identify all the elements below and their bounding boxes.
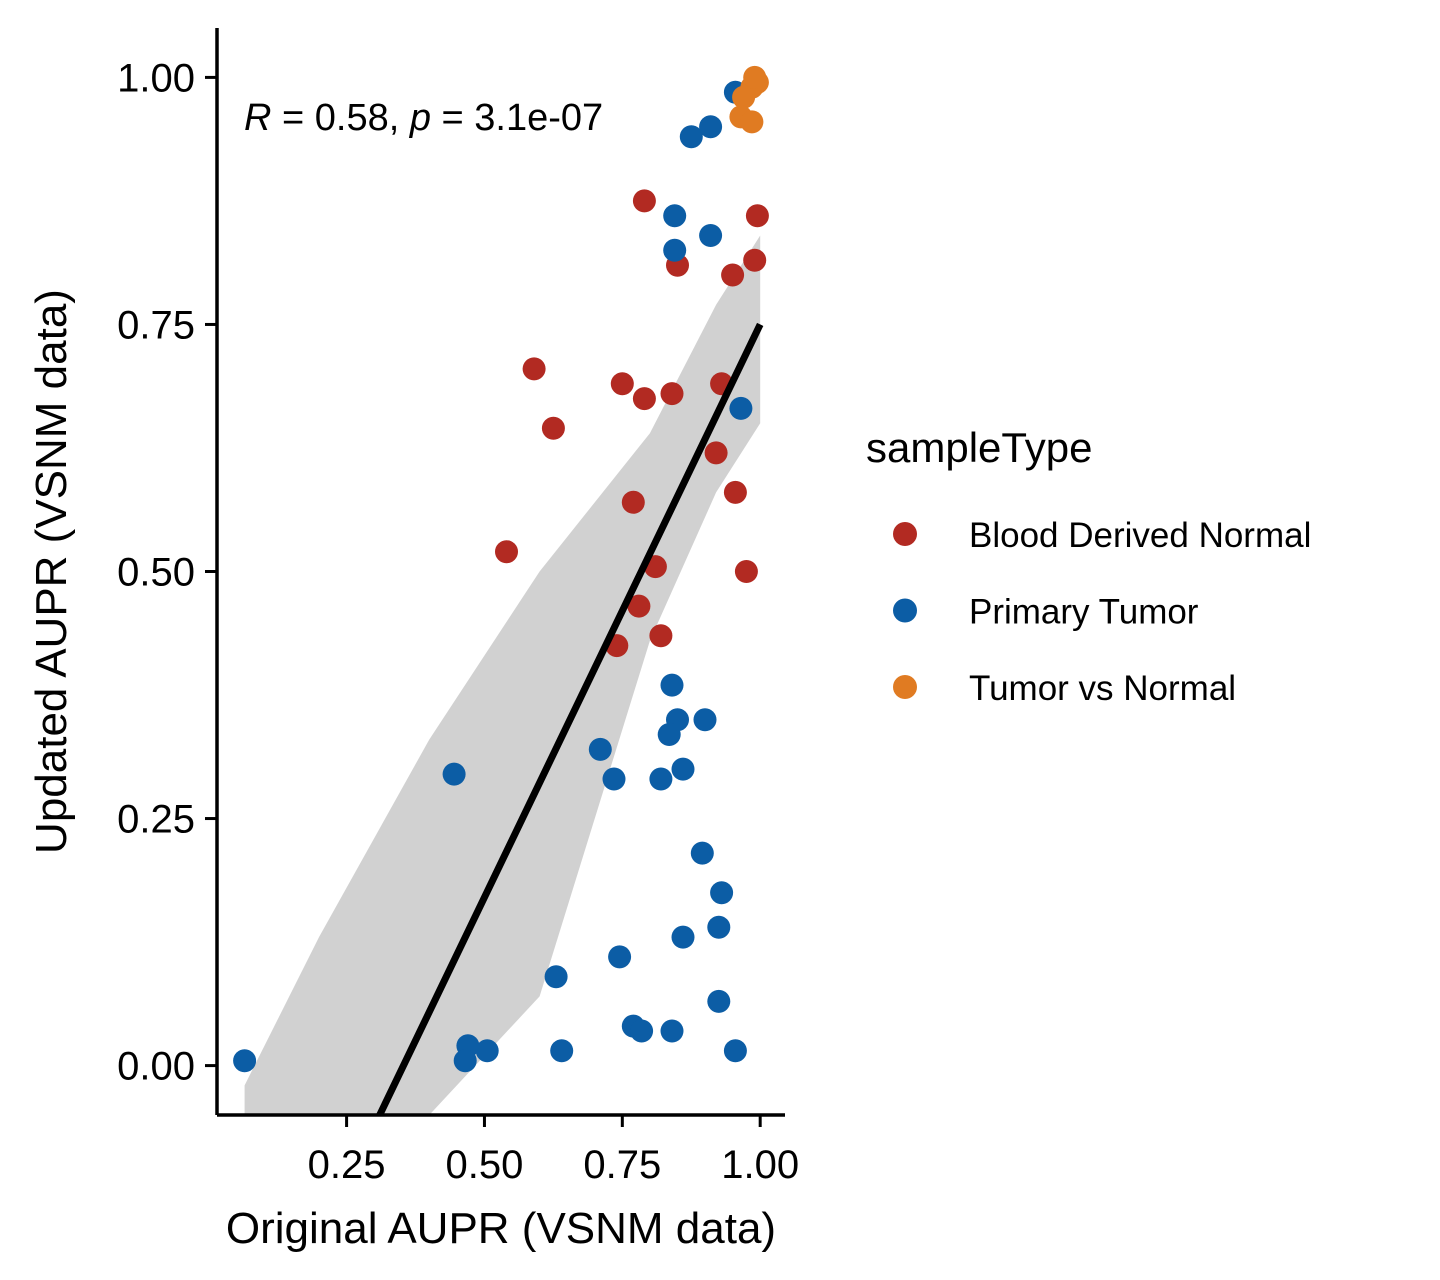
data-point-primary-tumor — [699, 224, 723, 247]
data-point-primary-tumor — [649, 767, 673, 791]
legend-swatch — [893, 598, 917, 623]
data-points — [233, 65, 769, 1073]
data-point-primary-tumor — [544, 965, 568, 989]
data-point-blood-derived-normal — [721, 263, 745, 287]
data-point-tumor-vs-normal — [740, 110, 764, 134]
x-tick-label: 1.00 — [721, 1143, 799, 1187]
data-point-primary-tumor — [671, 757, 695, 781]
legend-items: Blood Derived Normal Primary Tumor Tumor v… — [893, 516, 1311, 708]
data-point-blood-derived-normal — [632, 189, 656, 213]
regression-line — [376, 322, 764, 1117]
data-point-primary-tumor — [233, 1049, 257, 1073]
legend-label: Primary Tumor — [969, 593, 1199, 632]
legend-label: Tumor vs Normal — [969, 669, 1236, 708]
data-point-primary-tumor — [475, 1039, 499, 1063]
data-point-blood-derived-normal — [610, 372, 634, 396]
data-point-blood-derived-normal — [734, 560, 758, 583]
legend-title: sampleType — [866, 424, 1092, 471]
legend-swatch — [893, 522, 917, 546]
data-point-tumor-vs-normal — [732, 85, 756, 109]
data-point-blood-derived-normal — [621, 490, 645, 514]
data-point-blood-derived-normal — [704, 441, 728, 465]
data-point-primary-tumor — [657, 723, 681, 746]
data-point-blood-derived-normal — [660, 382, 684, 406]
y-axis-title: Updated AUPR (VSNM data) — [27, 289, 76, 854]
data-point-primary-tumor — [699, 115, 723, 139]
data-point-primary-tumor — [693, 708, 717, 732]
data-point-blood-derived-normal — [632, 387, 656, 411]
x-tick-label: 0.50 — [446, 1143, 524, 1187]
data-point-primary-tumor — [690, 841, 714, 865]
correlation-annotation: R = 0.58, p = 3.1e-07 — [244, 97, 603, 139]
data-point-primary-tumor — [710, 881, 734, 905]
data-point-blood-derived-normal — [745, 204, 769, 228]
confidence-band — [244, 235, 761, 1115]
y-tick-label: 1.00 — [117, 56, 195, 100]
x-axis-title: Original AUPR (VSNM data) — [226, 1204, 776, 1253]
y-axis-ticks: 0.00 0.25 0.50 0.75 1.00 — [117, 56, 217, 1089]
y-tick-label: 0.25 — [117, 798, 195, 842]
data-point-tumor-vs-normal — [743, 65, 767, 89]
data-point-primary-tumor — [679, 125, 703, 149]
data-point-primary-tumor — [442, 762, 466, 786]
data-point-primary-tumor — [630, 1019, 654, 1043]
plot-area — [233, 65, 769, 1117]
legend-swatch — [893, 675, 917, 699]
data-point-primary-tumor — [550, 1039, 574, 1063]
data-point-blood-derived-normal — [541, 416, 565, 440]
data-point-primary-tumor — [707, 989, 731, 1013]
data-point-primary-tumor — [663, 238, 687, 262]
data-point-primary-tumor — [660, 1019, 684, 1043]
data-point-blood-derived-normal — [522, 357, 546, 381]
data-point-blood-derived-normal — [743, 248, 767, 272]
data-point-primary-tumor — [608, 945, 632, 969]
legend: sampleType Blood Derived Normal Primary T… — [866, 424, 1311, 708]
r-symbol: R — [244, 97, 271, 139]
x-axis-ticks: 0.25 0.50 0.75 1.00 — [308, 1115, 799, 1187]
data-point-blood-derived-normal — [495, 540, 518, 564]
data-point-primary-tumor — [723, 1039, 747, 1063]
x-tick-label: 0.25 — [308, 1143, 386, 1187]
data-point-blood-derived-normal — [627, 594, 651, 618]
p-value: = 3.1e-07 — [431, 97, 603, 139]
data-point-primary-tumor — [588, 737, 612, 761]
data-point-primary-tumor — [729, 396, 753, 420]
y-tick-label: 0.50 — [117, 551, 195, 595]
data-point-primary-tumor — [663, 204, 687, 228]
data-point-primary-tumor — [707, 915, 731, 939]
data-point-primary-tumor — [602, 767, 626, 791]
data-point-blood-derived-normal — [649, 624, 673, 648]
r-value: = 0.58, — [271, 97, 409, 139]
legend-label: Blood Derived Normal — [969, 516, 1311, 555]
x-tick-label: 0.75 — [583, 1143, 661, 1187]
data-point-primary-tumor — [671, 925, 695, 949]
data-point-primary-tumor — [660, 673, 684, 697]
p-symbol: p — [409, 97, 431, 139]
data-point-primary-tumor — [453, 1049, 477, 1073]
y-tick-label: 0.75 — [117, 303, 195, 347]
data-point-blood-derived-normal — [723, 480, 747, 504]
y-tick-label: 0.00 — [117, 1045, 195, 1089]
